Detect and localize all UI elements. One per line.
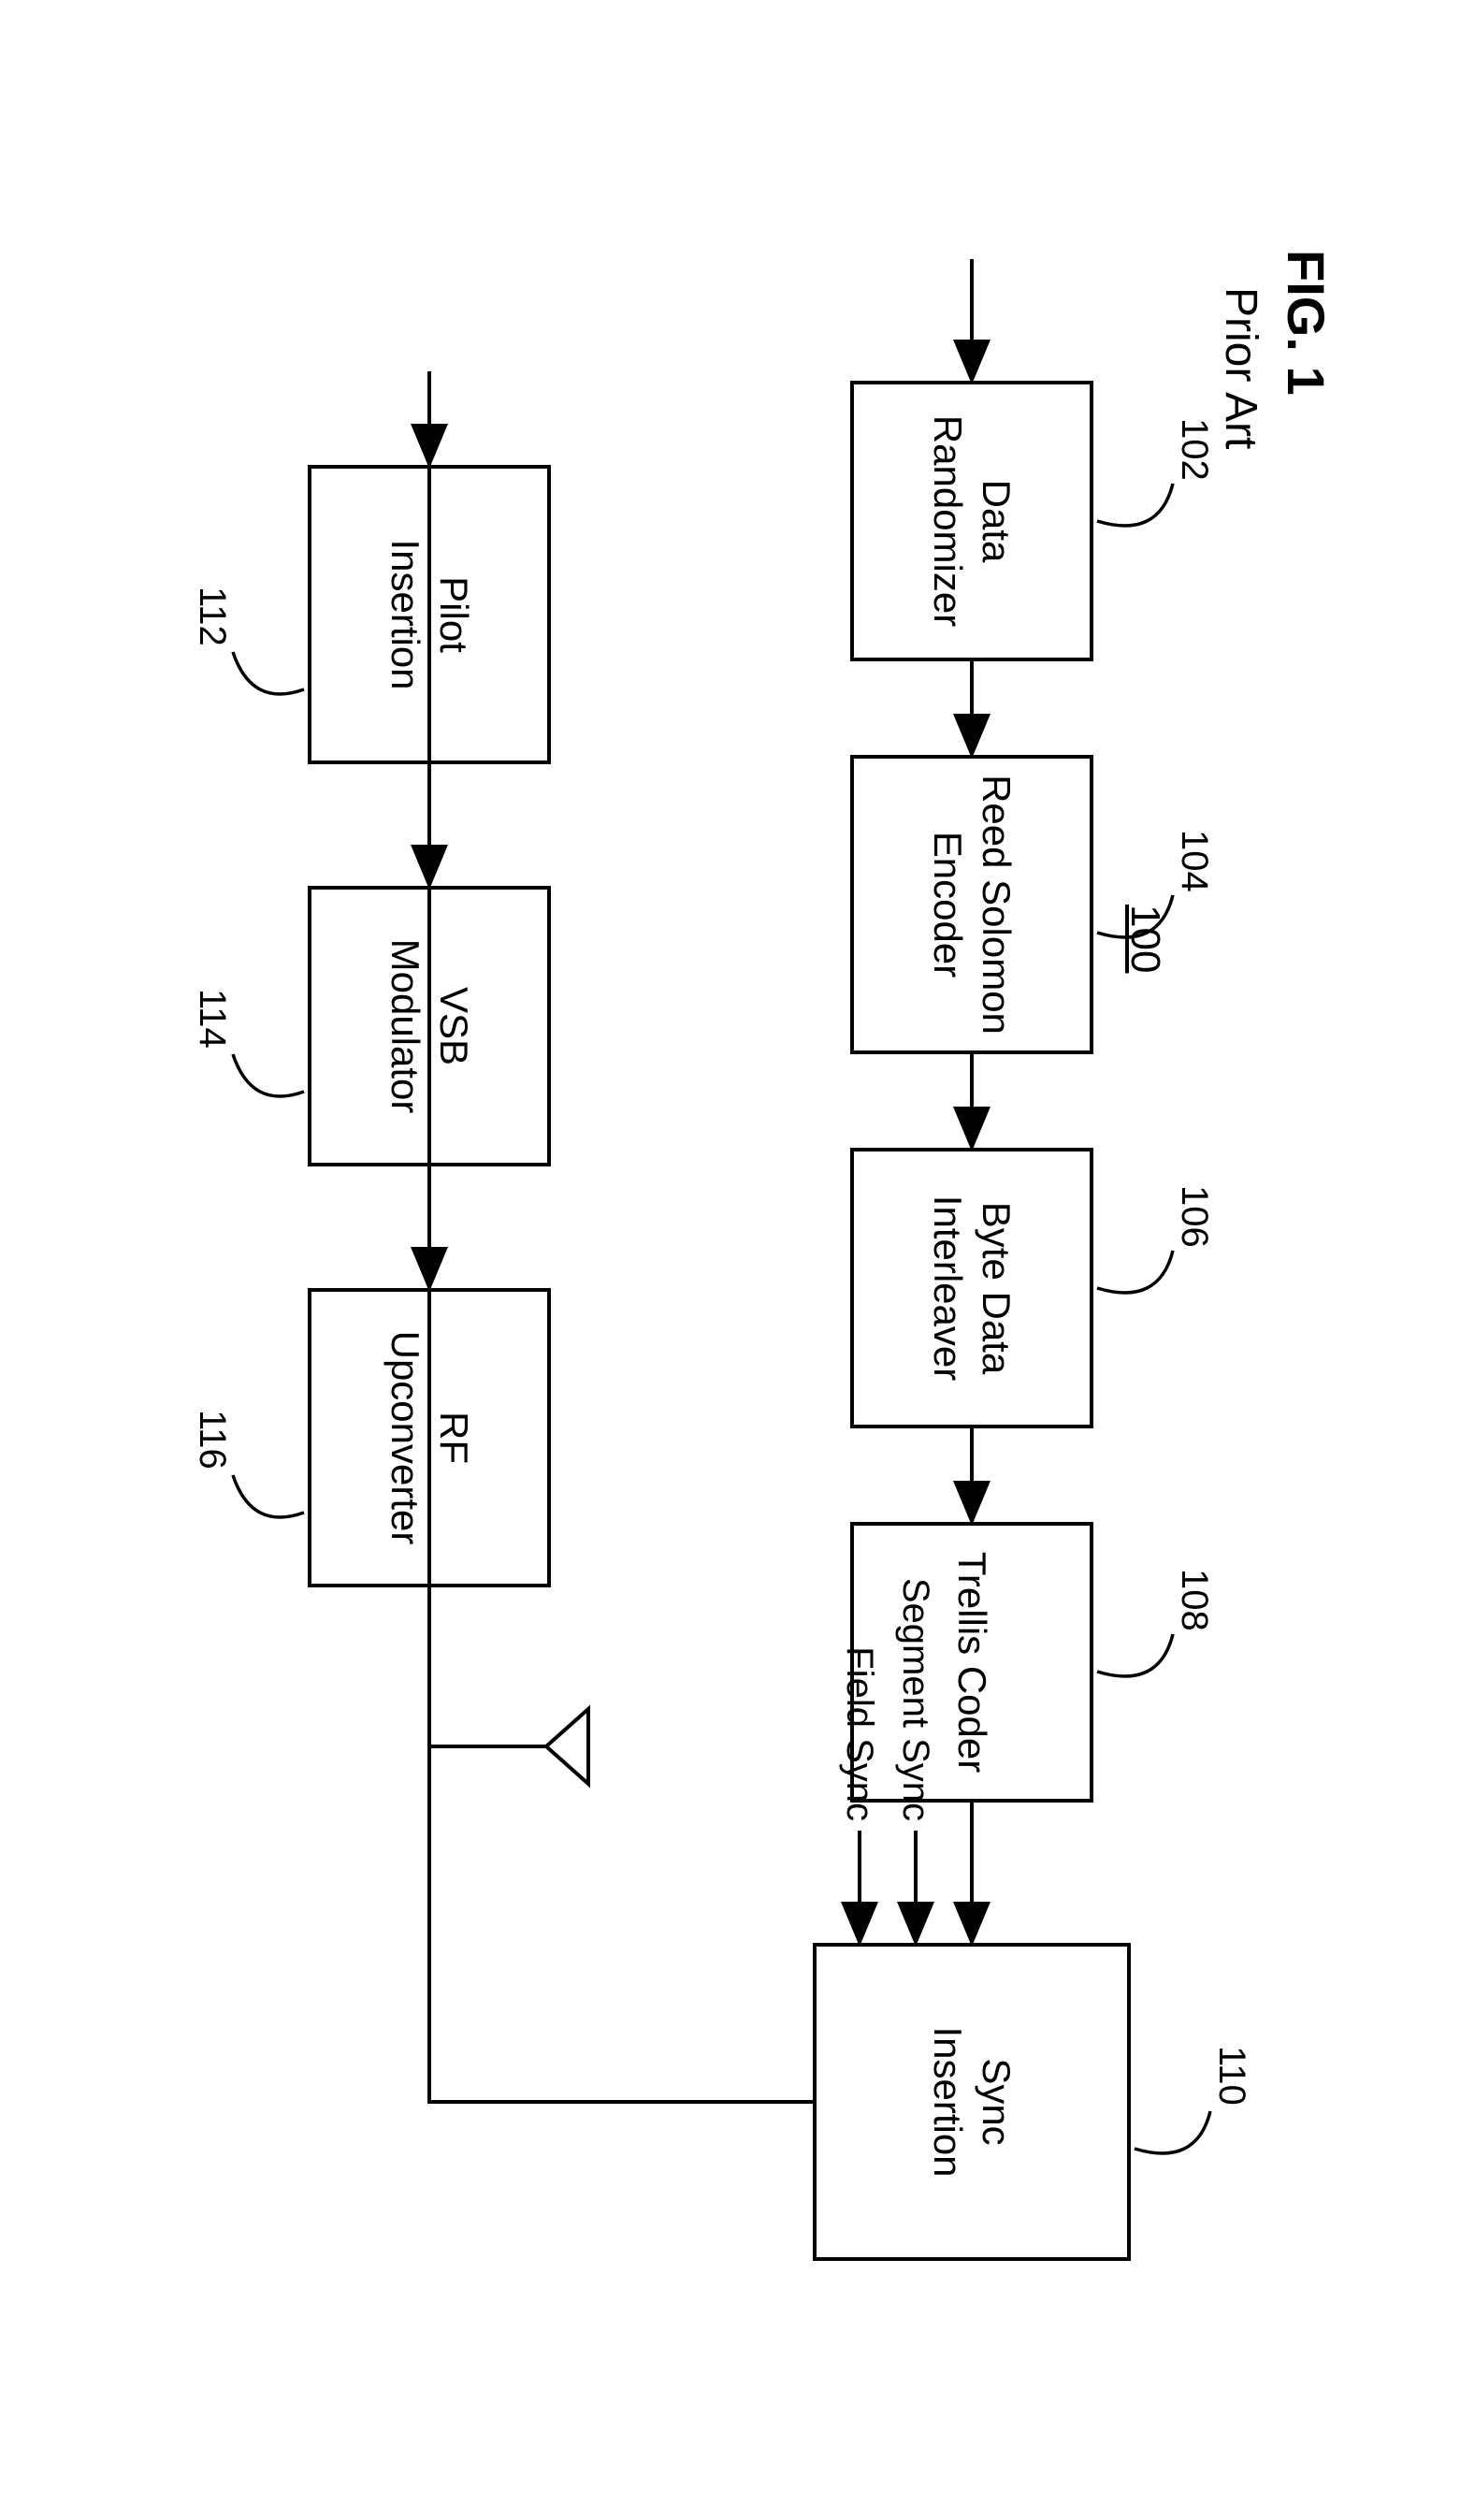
lead-112: [233, 652, 304, 694]
ref-102: 102: [1173, 418, 1215, 481]
label-field-sync: Field Sync: [838, 1541, 880, 1821]
block-rf-upconverter: RFUpconverter: [308, 1288, 551, 1587]
ref-116: 116: [191, 1410, 233, 1470]
block-trellis-coder: Trellis Coder: [850, 1522, 1093, 1803]
lead-106: [1097, 1251, 1173, 1293]
figure-subtitle: Prior Art: [1215, 287, 1266, 449]
lead-116: [233, 1475, 304, 1517]
block-reed-solomon-encoder: Reed SolomonEncoder: [850, 755, 1093, 1054]
figure-ref: 100: [1121, 905, 1168, 973]
block-label: Reed SolomonEncoder: [922, 775, 1020, 1035]
block-label: VSBModulator: [380, 939, 478, 1114]
block-label: Trellis Coder: [947, 1552, 996, 1774]
ref-106: 106: [1173, 1185, 1215, 1248]
block-vsb-modulator: VSBModulator: [308, 886, 551, 1166]
lead-110: [1135, 2111, 1210, 2153]
ref-104: 104: [1173, 830, 1215, 892]
path-rf-to-antenna: [429, 1587, 546, 1746]
ref-114: 114: [191, 989, 233, 1049]
lead-102: [1097, 484, 1173, 526]
block-pilot-insertion: PilotInsertion: [308, 465, 551, 764]
ref-110: 110: [1210, 2046, 1252, 2106]
block-label: SyncInsertion: [922, 2026, 1020, 2177]
ref-108: 108: [1173, 1569, 1215, 1631]
label-segment-sync: Segment Sync: [894, 1541, 936, 1821]
lead-108: [1097, 1634, 1173, 1676]
block-label: Byte DataInterleaver: [922, 1195, 1020, 1381]
lead-114: [233, 1054, 304, 1096]
figure-title: FIG. 1: [1276, 250, 1337, 396]
antenna-icon: [546, 1709, 588, 1784]
block-byte-data-interleaver: Byte DataInterleaver: [850, 1148, 1093, 1428]
block-label: RFUpconverter: [380, 1331, 478, 1545]
block-data-randomizer: DataRandomizer: [850, 381, 1093, 661]
ref-112: 112: [191, 587, 233, 646]
block-diagram: FIG. 1 Prior Art 100 DataRandomizer Reed…: [83, 138, 1393, 2382]
block-label: DataRandomizer: [922, 415, 1020, 627]
block-label: PilotInsertion: [380, 539, 478, 689]
block-sync-insertion: SyncInsertion: [813, 1943, 1131, 2261]
